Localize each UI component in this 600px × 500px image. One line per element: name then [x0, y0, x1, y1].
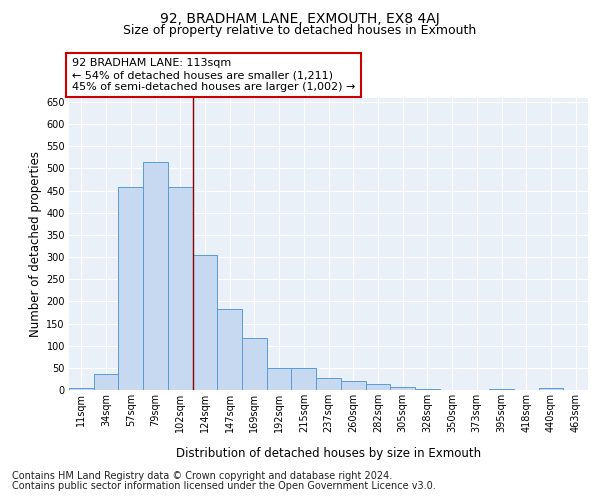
Text: 92 BRADHAM LANE: 113sqm
← 54% of detached houses are smaller (1,211)
45% of semi: 92 BRADHAM LANE: 113sqm ← 54% of detache… — [71, 58, 355, 92]
Bar — [390, 387, 415, 390]
Text: Size of property relative to detached houses in Exmouth: Size of property relative to detached ho… — [124, 24, 476, 37]
Text: 92, BRADHAM LANE, EXMOUTH, EX8 4AJ: 92, BRADHAM LANE, EXMOUTH, EX8 4AJ — [160, 12, 440, 26]
Bar — [292, 368, 316, 390]
Bar — [94, 374, 118, 390]
Bar — [217, 310, 242, 390]
Bar — [341, 381, 365, 390]
Bar — [316, 378, 341, 390]
Bar — [193, 255, 217, 390]
Bar — [69, 388, 94, 390]
Bar — [267, 368, 292, 390]
Bar — [168, 187, 193, 390]
Text: Distribution of detached houses by size in Exmouth: Distribution of detached houses by size … — [176, 448, 481, 460]
Bar — [365, 384, 390, 390]
Y-axis label: Number of detached properties: Number of detached properties — [29, 151, 42, 337]
Bar — [242, 338, 267, 390]
Bar — [143, 162, 168, 390]
Bar — [118, 187, 143, 390]
Bar — [539, 388, 563, 390]
Text: Contains public sector information licensed under the Open Government Licence v3: Contains public sector information licen… — [12, 481, 436, 491]
Text: Contains HM Land Registry data © Crown copyright and database right 2024.: Contains HM Land Registry data © Crown c… — [12, 471, 392, 481]
Bar — [489, 388, 514, 390]
Bar — [415, 388, 440, 390]
